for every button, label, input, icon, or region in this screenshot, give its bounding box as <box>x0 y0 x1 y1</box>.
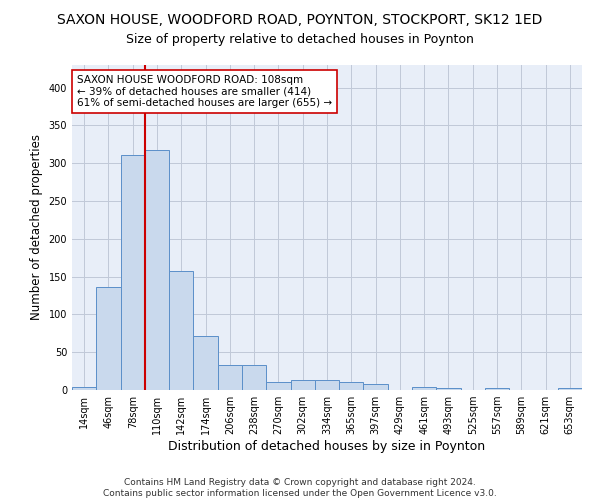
Bar <box>558 388 582 390</box>
Text: SAXON HOUSE, WOODFORD ROAD, POYNTON, STOCKPORT, SK12 1ED: SAXON HOUSE, WOODFORD ROAD, POYNTON, STO… <box>58 12 542 26</box>
Bar <box>242 365 266 390</box>
Bar <box>412 387 436 390</box>
Bar <box>218 365 242 390</box>
Bar <box>339 382 364 390</box>
Bar <box>72 387 96 390</box>
Text: SAXON HOUSE WOODFORD ROAD: 108sqm
← 39% of detached houses are smaller (414)
61%: SAXON HOUSE WOODFORD ROAD: 108sqm ← 39% … <box>77 74 332 108</box>
Text: Size of property relative to detached houses in Poynton: Size of property relative to detached ho… <box>126 32 474 46</box>
Bar <box>96 287 121 390</box>
Text: Contains HM Land Registry data © Crown copyright and database right 2024.
Contai: Contains HM Land Registry data © Crown c… <box>103 478 497 498</box>
X-axis label: Distribution of detached houses by size in Poynton: Distribution of detached houses by size … <box>169 440 485 453</box>
Bar <box>290 380 315 390</box>
Bar <box>485 388 509 390</box>
Bar <box>121 155 145 390</box>
Bar <box>266 382 290 390</box>
Bar <box>193 336 218 390</box>
Bar <box>169 272 193 390</box>
Bar <box>145 150 169 390</box>
Bar <box>315 380 339 390</box>
Bar <box>364 384 388 390</box>
Bar <box>436 388 461 390</box>
Y-axis label: Number of detached properties: Number of detached properties <box>30 134 43 320</box>
